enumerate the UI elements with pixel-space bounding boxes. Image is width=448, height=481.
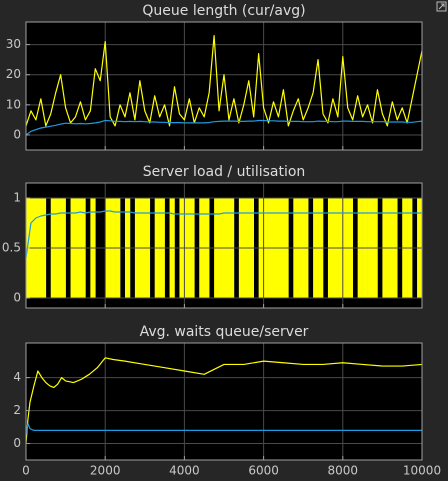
series-line: [26, 357, 422, 444]
axes-frame: [25, 21, 423, 151]
y-tick-label: 4: [13, 370, 21, 384]
y-tick-label: 2: [13, 403, 21, 417]
axes-background: [26, 22, 422, 150]
x-tick-label: 6000: [248, 464, 279, 478]
y-tick-label: 30: [6, 37, 21, 51]
chart-title: Queue length (cur/avg): [142, 3, 305, 19]
x-tick-label: 0: [22, 464, 30, 478]
series-line: [26, 34, 422, 127]
x-tick-label: 8000: [328, 464, 359, 478]
y-tick-label: 0.5: [2, 241, 21, 255]
x-tick-label: 10000: [403, 464, 441, 478]
series-line: [26, 210, 422, 259]
series-line: [26, 119, 422, 136]
y-tick-label: 0: [13, 291, 21, 305]
axes-background: [26, 343, 422, 460]
chart-title: Avg. waits queue/server: [140, 324, 309, 340]
series-line: [26, 423, 422, 436]
plot-area: [26, 183, 422, 308]
y-tick-label: 0: [13, 127, 21, 141]
y-tick-label: 10: [6, 97, 21, 111]
y-tick-label: 1: [13, 191, 21, 205]
chart-title: Server load / utilisation: [143, 164, 306, 180]
axes-frame: [25, 342, 423, 461]
x-tick-label: 2000: [90, 464, 121, 478]
export-icon[interactable]: [436, 1, 447, 12]
y-tick-label: 0: [13, 436, 21, 450]
plot-area: [26, 22, 422, 150]
plot-area: [26, 343, 422, 460]
y-tick-label: 20: [6, 67, 21, 81]
x-tick-label: 4000: [169, 464, 200, 478]
axes-frame: [25, 182, 423, 309]
